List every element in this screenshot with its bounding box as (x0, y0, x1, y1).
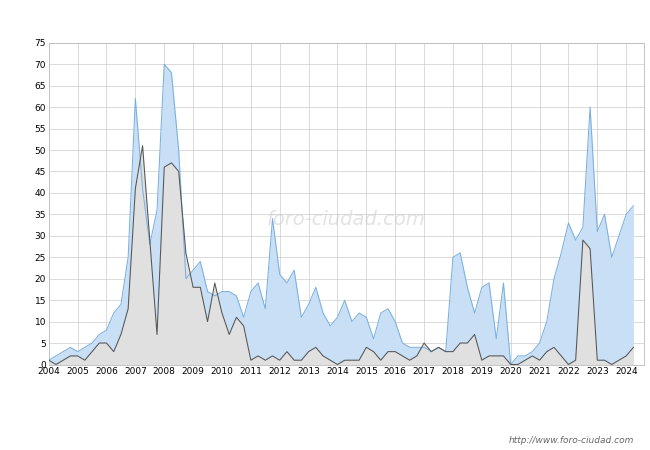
Text: foro-ciudad.com: foro-ciudad.com (266, 210, 426, 229)
Text: http://www.foro-ciudad.com: http://www.foro-ciudad.com (508, 436, 634, 445)
Text: Rute - Evolucion del Nº de Transacciones Inmobiliarias: Rute - Evolucion del Nº de Transacciones… (126, 9, 524, 24)
